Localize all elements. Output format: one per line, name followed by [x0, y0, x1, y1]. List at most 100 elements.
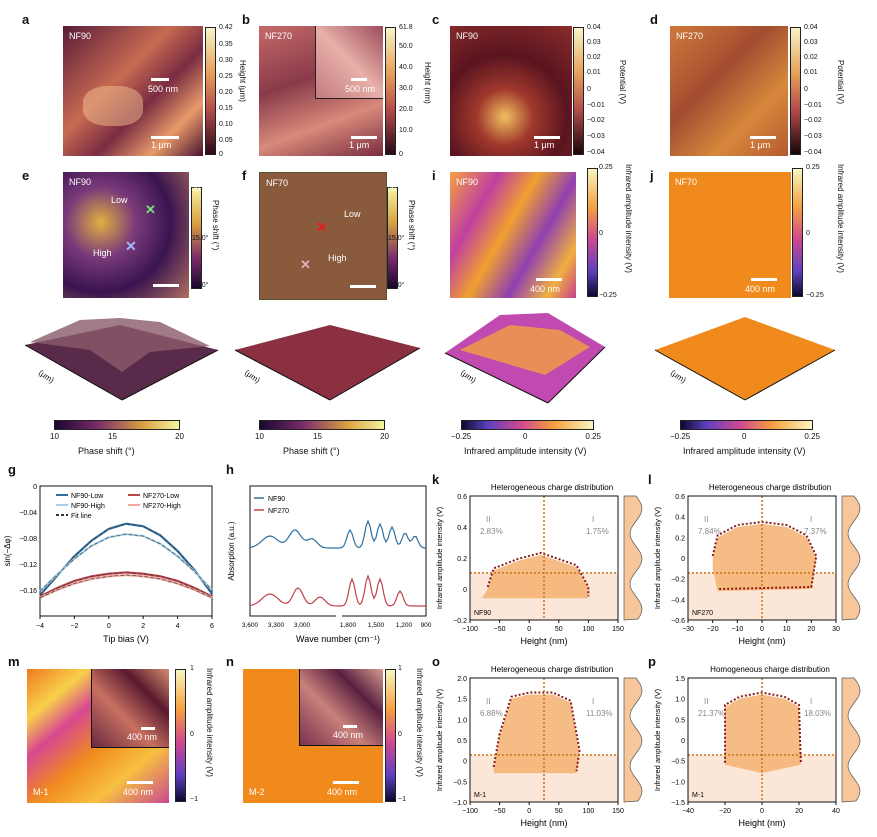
x-tick-label: 50 [555, 626, 563, 633]
x-tick-label: 2 [141, 623, 145, 630]
legend-label: NF90 [268, 496, 285, 503]
chart-title: Homogeneous charge distribution [710, 665, 830, 674]
y-tick-label: −0.12 [19, 562, 37, 569]
quadrant-ii-label: II [704, 515, 708, 524]
legend-label: NF270-Low [143, 493, 180, 500]
x-tick-label: 0 [760, 808, 764, 815]
ir-image-m1: 400 nm M-1 400 nm [27, 669, 169, 803]
x-axis-label: Height (nm) [738, 636, 785, 646]
x-tick-label: −20 [707, 626, 719, 633]
y-tick-label: −1.5 [671, 800, 685, 807]
afm-height-image-nf90: NF90 500 nm 1 μm [63, 26, 203, 156]
x-tick-label: 100 [583, 808, 595, 815]
y-tick-label: 0 [463, 587, 467, 594]
fit-line [39, 572, 213, 597]
x-tick-label: 150 [612, 808, 624, 815]
surface-3d-nf90-ir [444, 313, 606, 404]
chart-o-scatter: Heterogeneous charge distribution II 6.88%… [435, 665, 643, 828]
y-tick-label: −0.04 [19, 510, 37, 517]
x-tick-label: 1,500 [368, 622, 385, 629]
colorbar-e [191, 187, 202, 289]
inset-image [299, 669, 383, 746]
envelope-dashed-line [486, 551, 590, 597]
colorbar-i [587, 168, 598, 297]
plot-frame [469, 677, 619, 803]
panel-letter-h: h [226, 462, 234, 477]
x-tick-label: 1,800 [340, 622, 357, 629]
inset-scale-bar [141, 727, 155, 730]
x-tick-label: 20 [807, 626, 815, 633]
y-tick-label: −0.2 [453, 618, 467, 625]
x-tick-label: −100 [462, 626, 478, 633]
panel-letter-o: o [432, 654, 440, 669]
x-tick-label: −10 [731, 626, 743, 633]
hbar-phase-f-ticks: 10 15 20 [255, 432, 389, 441]
ir-image-nf70: NF70 400 nm [669, 172, 791, 298]
scale-bar [750, 136, 776, 139]
panel-letter-j: j [650, 168, 654, 183]
inset-scale-label: 400 nm [127, 732, 158, 742]
quadrant-i-label: I [810, 515, 812, 524]
y-tick-label: 0.5 [457, 738, 467, 745]
x-tick-label: 30 [832, 626, 840, 633]
colorbar-d-ticks: 0.04 0.03 0.02 0.01 0 −0.01 −0.02 −0.03 −0.04 [804, 24, 822, 156]
sample-tag: NF270 [692, 610, 713, 617]
high-marker-icon: ✕ [300, 257, 311, 272]
scale-label: 1 μm [750, 140, 771, 150]
y-tick-label: −0.5 [453, 779, 467, 786]
sample-tag: M-1 [692, 792, 704, 799]
y-axis-label: Infrared amplitude intensity (V) [435, 506, 444, 609]
side-profile [841, 677, 861, 803]
hbar-phase-e [54, 420, 180, 430]
panel-letter-m: m [8, 654, 20, 669]
y-axis-label: Infrared amplitude intensity (V) [435, 688, 444, 791]
colorbar-c-ticks: 0.04 0.03 0.02 0.01 0 −0.01 −0.02 −0.03 −0.04 [587, 24, 605, 156]
scatter-cloud [493, 694, 580, 774]
chart-p-scatter: Homogeneous charge distribution II 21.37% I… [653, 665, 861, 828]
low-marker-icon: ✕ [316, 219, 328, 235]
colorbar-b-title: Height (nm) [423, 62, 432, 104]
inset-scale-label: 500 nm [148, 84, 179, 94]
colorbar-b [385, 27, 396, 155]
quadrant-i-label: I [592, 697, 594, 706]
x-tick-label: 900 [421, 622, 432, 629]
hbar-phase-f [259, 420, 385, 430]
y-axis-label: sin(−Δφ) [3, 535, 12, 566]
hbar-ir-j-title: Infrared amplitude intensity (V) [683, 446, 806, 456]
y-tick-label: 0 [681, 738, 685, 745]
quadrant-i-label: I [592, 515, 594, 524]
panel-letter-i: i [432, 168, 436, 183]
sample-tag: NF70 [675, 177, 698, 187]
x-tick-label: −20 [719, 808, 731, 815]
x-tick-label: 3,300 [268, 622, 285, 629]
panel-letter-d: d [650, 12, 658, 27]
panel-letter-k: k [432, 472, 440, 487]
sample-tag: NF270 [676, 31, 704, 41]
side-profile [841, 495, 861, 621]
x-tick-label: −4 [36, 623, 44, 630]
inset-scale-bar [151, 78, 169, 81]
inset-image [91, 669, 169, 748]
high-label: High [328, 253, 347, 263]
sample-tag: M-2 [249, 787, 265, 797]
x-tick-label: −50 [494, 626, 506, 633]
scale-bar [350, 285, 376, 288]
colorbar-i-title: Infrared amplitude intensity (V) [624, 164, 633, 273]
side-profile [623, 495, 643, 621]
colorbar-c-title: Potential (V) [618, 60, 627, 105]
colorbar-j [792, 168, 803, 297]
quadrant-ii-percent: 2.83% [480, 527, 503, 536]
kpfm-potential-image-nf90: NF90 1 μm [450, 26, 572, 156]
x-tick-label: 0 [107, 623, 111, 630]
x-tick-label: 150 [612, 626, 624, 633]
y-tick-label: 0.4 [675, 515, 685, 522]
inset-scale-label: 500 nm [345, 84, 376, 94]
inset-scale-bar [351, 78, 367, 81]
y-axis-label: Absorption (a.u.) [227, 521, 236, 580]
legend-label: NF90-Low [71, 493, 104, 500]
panel-letter-f: f [242, 168, 247, 183]
y-tick-label: −1.0 [453, 800, 467, 807]
x-tick-label: −30 [682, 626, 694, 633]
y-axis-label: Infrared amplitude intensity (V) [653, 688, 662, 791]
chart-title: Heterogeneous charge distribution [709, 483, 831, 492]
